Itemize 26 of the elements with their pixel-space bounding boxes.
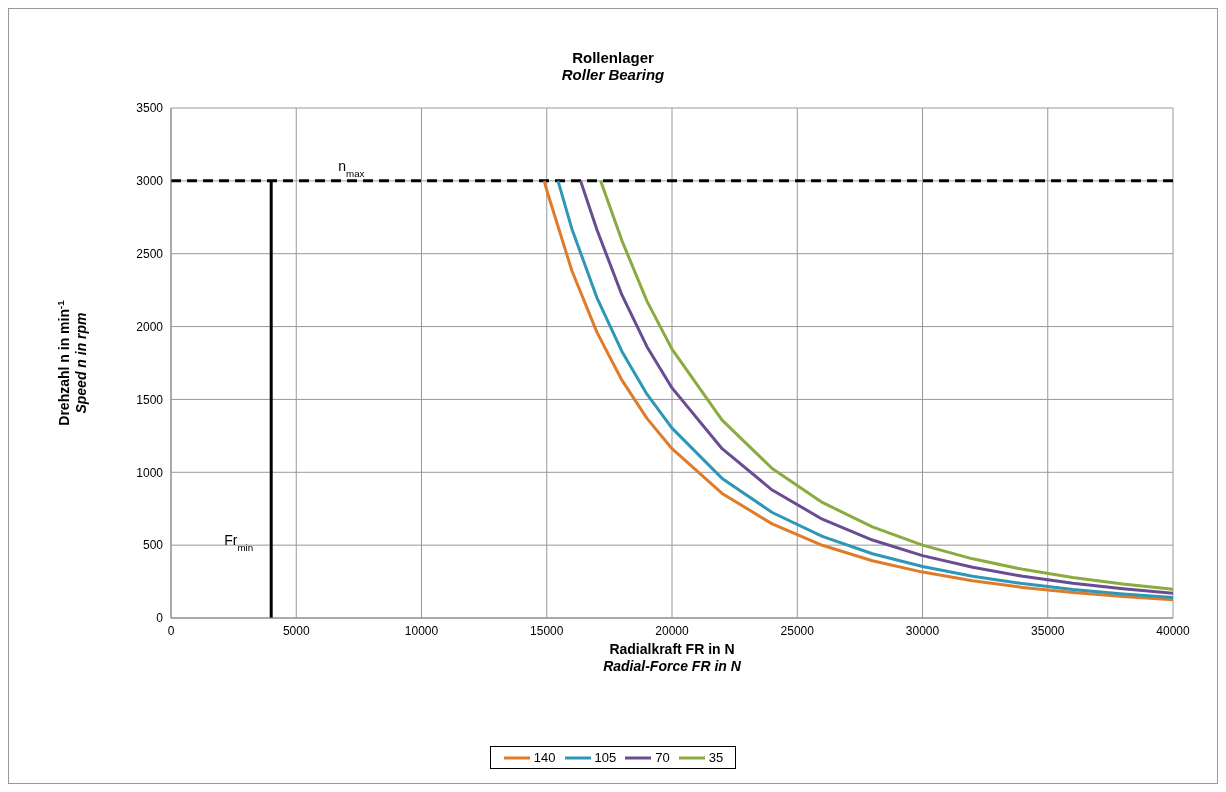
y-tick-label: 3500 xyxy=(136,101,164,116)
ref-line-label: n$_{max}$ xyxy=(338,157,365,179)
x-tick-label: 20000 xyxy=(655,623,690,638)
y-tick-label: 3000 xyxy=(136,174,164,189)
legend-label: 35 xyxy=(708,750,724,765)
y-tick-label: 2500 xyxy=(136,246,164,261)
x-tick-label: 0 xyxy=(167,623,175,638)
x-axis-title: Radialkraft FR in N Radial-Force FR in N xyxy=(603,641,742,674)
legend-label: 70 xyxy=(655,750,670,765)
x-tick-label: 25000 xyxy=(780,623,815,638)
x-tick-label: 5000 xyxy=(282,623,310,638)
y-tick-label: 1500 xyxy=(136,392,164,407)
legend-label: 105 xyxy=(594,750,617,765)
x-tick-label: 35000 xyxy=(1031,623,1065,638)
x-tick-label: 10000 xyxy=(404,623,439,638)
chart-subtitle: Roller Bearing xyxy=(561,66,665,83)
legend-label: 140 xyxy=(533,750,556,765)
x-tick-label: 15000 xyxy=(530,623,564,638)
chart-title: Rollenlager xyxy=(572,49,654,66)
x-tick-label: 30000 xyxy=(905,623,940,638)
y-tick-label: 1000 xyxy=(136,465,164,480)
y-tick-label: 2000 xyxy=(136,319,164,334)
x-tick-label: 40000 xyxy=(1156,623,1191,638)
y-tick-label: 500 xyxy=(142,538,164,553)
y-tick-label: 0 xyxy=(156,611,164,626)
annotation: Fr$_{min}$ xyxy=(224,532,254,553)
